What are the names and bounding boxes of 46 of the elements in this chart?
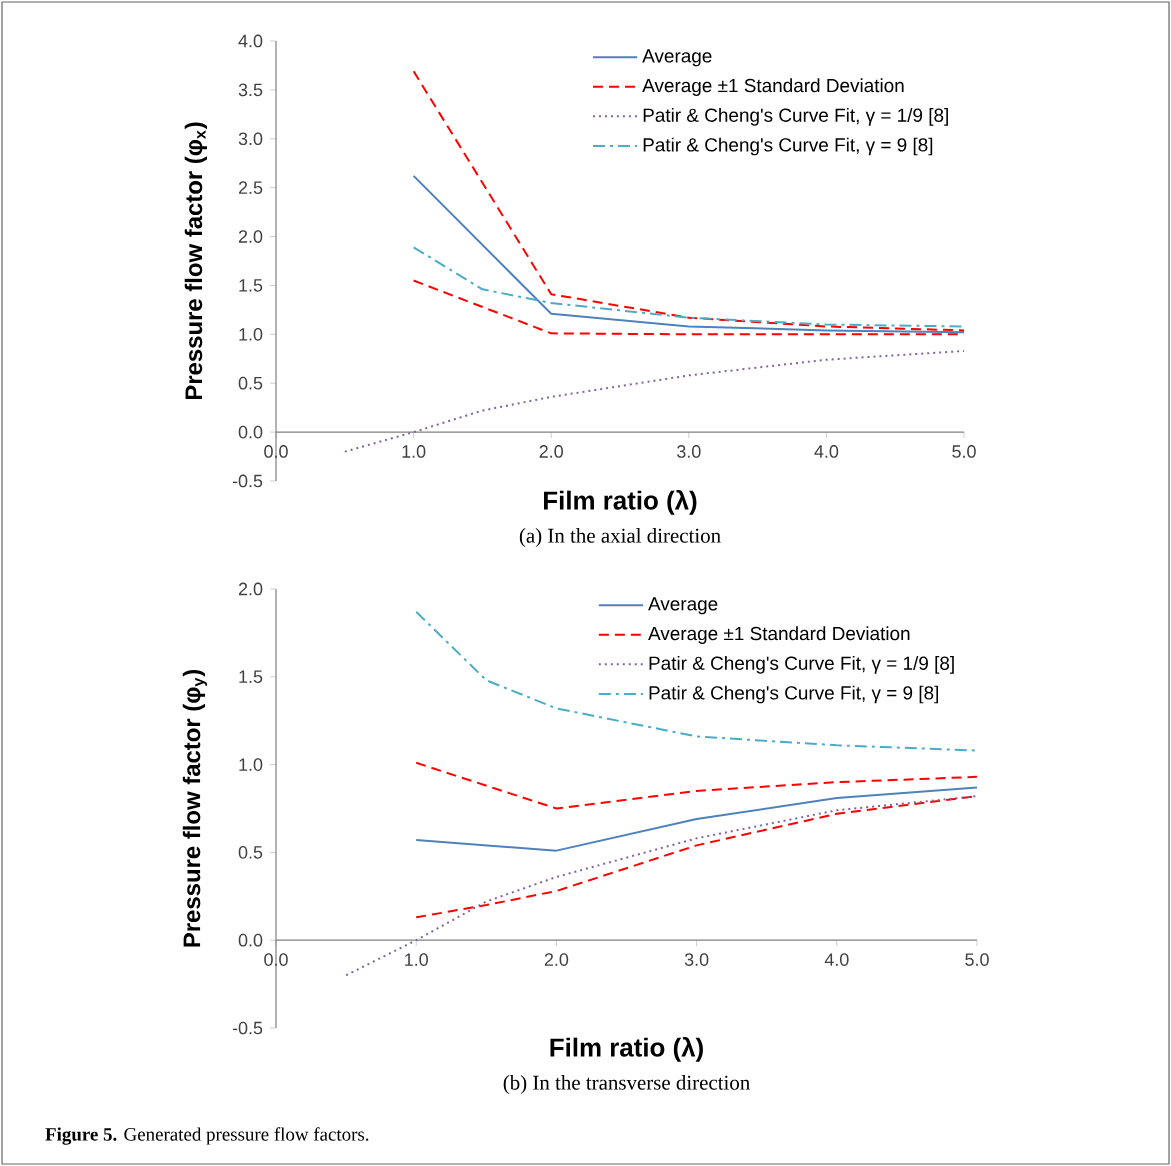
y-tick-label: 4.0 — [238, 34, 263, 48]
y-tick-label: 3.5 — [238, 83, 263, 97]
x-tick-label: 1.0 — [405, 953, 428, 966]
legend-label: Patir & Cheng's Curve Fit, γ = 9 [8] — [643, 137, 933, 156]
y-tick-label: 0.5 — [238, 376, 263, 390]
y-tick-label: -0.5 — [232, 474, 263, 488]
y-tick-label: 2.0 — [238, 582, 263, 596]
y-tick-label: 0.0 — [238, 933, 263, 947]
x-tick-label: 4.0 — [824, 953, 849, 966]
legend-label: Average ±1 Standard Deviation — [648, 626, 910, 644]
y-tick-label: 0.5 — [238, 846, 263, 859]
x-axis-title: Film ratio (λ) — [550, 1037, 703, 1062]
x-axis-title: Film ratio (λ) — [544, 490, 697, 515]
y-tick-label: 3.0 — [238, 132, 263, 146]
text: Figure 5. Generated pressure flow factors. — [45, 1127, 369, 1145]
y-tick-label: 1.5 — [239, 670, 263, 684]
y-tick-label: 1.5 — [239, 279, 263, 292]
y-tick-label: 2.0 — [238, 230, 263, 243]
legend-label: Patir & Cheng's Curve Fit, γ = 9 [8] — [649, 685, 939, 704]
x-tick-label: 5.0 — [965, 953, 989, 966]
x-tick-label: 4.0 — [814, 445, 839, 458]
legend-label: Average — [642, 49, 712, 67]
y-tick-label: 1.0 — [239, 327, 263, 341]
legend-label: Average — [648, 597, 718, 615]
text: (a) In the axial direction — [519, 528, 721, 547]
line-series — [415, 761, 979, 810]
legend-label: Average ±1 Standard Deviation — [642, 78, 904, 96]
legend-label: Patir & Cheng's Curve Fit, γ = 1/9 [8] — [643, 108, 948, 126]
y-tick-label: 0.0 — [238, 425, 263, 439]
y-axis-title: Pressure flow factor (φ$_{y}$) — [182, 669, 207, 947]
y-tick-label: -0.5 — [232, 1021, 263, 1035]
x-tick-label: 3.0 — [677, 445, 701, 458]
x-tick-label: 2.0 — [539, 445, 563, 458]
line-series — [412, 70, 966, 332]
x-tick-label: 2.0 — [544, 953, 569, 966]
y-axis-title: Pressure flow factor (φ$_{x}$) — [184, 122, 207, 400]
y-tick-label: 2.5 — [238, 181, 263, 195]
x-tick-label: 1.0 — [402, 445, 426, 458]
x-tick-label: 0.0 — [264, 953, 288, 966]
text: (b) In the transverse direction — [503, 1075, 750, 1094]
y-tick-label: 1.0 — [239, 758, 263, 771]
x-tick-label: 3.0 — [684, 953, 709, 966]
x-tick-label: 5.0 — [952, 445, 976, 458]
legend-label: Patir & Cheng's Curve Fit, γ = 1/9 [8] — [649, 656, 954, 674]
line-series — [415, 786, 979, 852]
x-tick-label: 0.0 — [264, 445, 288, 458]
